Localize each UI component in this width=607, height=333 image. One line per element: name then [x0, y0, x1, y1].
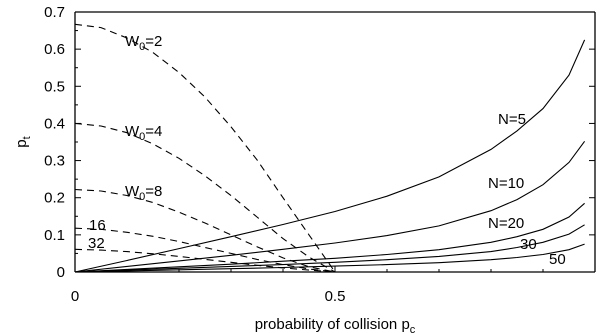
x-axis-title: probability of collision pc [255, 316, 416, 333]
curve-label-main: 50 [549, 251, 566, 268]
curve-label-main: W [125, 33, 140, 50]
curve-label-tail: =2 [145, 33, 162, 50]
y-tick-label: 0.2 [44, 190, 65, 207]
curve-label-3: 16 [89, 217, 106, 234]
y-tick-label: 0.7 [44, 4, 65, 21]
curve-label-sub: 0 [139, 131, 145, 143]
y-axis-title: pt [13, 136, 33, 147]
curve-label-sub: 0 [139, 191, 145, 203]
y-tick-label: 0.1 [44, 227, 65, 244]
curve-label-7: N=20 [488, 215, 524, 232]
series-line-5 [74, 39, 586, 273]
x-axis-title-main: probability of collision p [255, 316, 410, 333]
y-tick-label: 0.5 [44, 78, 65, 95]
x-axis-title-sub: c [410, 324, 416, 333]
plot-area [74, 11, 596, 273]
y-axis-title-sub: t [21, 136, 33, 139]
curve-label-9: 50 [549, 251, 566, 268]
y-axis-title-main: p [13, 139, 30, 147]
curve-label-main: W [125, 123, 140, 140]
x-tick-label: 0.5 [325, 288, 346, 305]
series-line-4 [74, 248, 336, 273]
curve-label-1: W0=4 [125, 123, 162, 143]
series-line-0 [74, 23, 336, 273]
curve-label-tail: =8 [145, 183, 162, 200]
curve-label-main: W [125, 183, 140, 200]
ticks [74, 11, 596, 273]
curve-label-5: N=5 [498, 111, 526, 128]
x-tick-label: 0 [71, 288, 79, 305]
curve-label-2: W0=8 [125, 183, 162, 203]
curve-label-main: N=5 [498, 111, 526, 128]
curve-label-sub: 0 [139, 41, 145, 53]
curve-label-4: 32 [88, 235, 105, 252]
series-line-6 [74, 140, 586, 273]
series-line-3 [74, 227, 336, 273]
curve-label-0: W0=2 [125, 33, 162, 53]
curve-label-main: N=20 [488, 215, 524, 232]
y-tick-label: 0 [57, 264, 65, 281]
curves [74, 23, 586, 273]
curve-label-main: 30 [520, 236, 537, 253]
y-tick-label: 0.4 [44, 115, 65, 132]
curve-label-tail: =4 [145, 123, 162, 140]
y-tick-label: 0.6 [44, 41, 65, 58]
series-line-7 [74, 202, 585, 273]
series-line-9 [74, 243, 585, 273]
curve-label-main: 16 [89, 217, 106, 234]
curve-label-main: 32 [88, 235, 105, 252]
series-line-8 [74, 224, 585, 273]
tick-labels: 0 0.1 0.2 0.3 0.4 0.5 0.6 0.7 0 0.5 [44, 4, 345, 305]
series-line-1 [74, 122, 336, 273]
curve-label-main: N=10 [488, 175, 524, 192]
y-tick-label: 0.3 [44, 153, 65, 170]
curve-label-6: N=10 [488, 175, 524, 192]
curve-label-8: 30 [520, 236, 537, 253]
